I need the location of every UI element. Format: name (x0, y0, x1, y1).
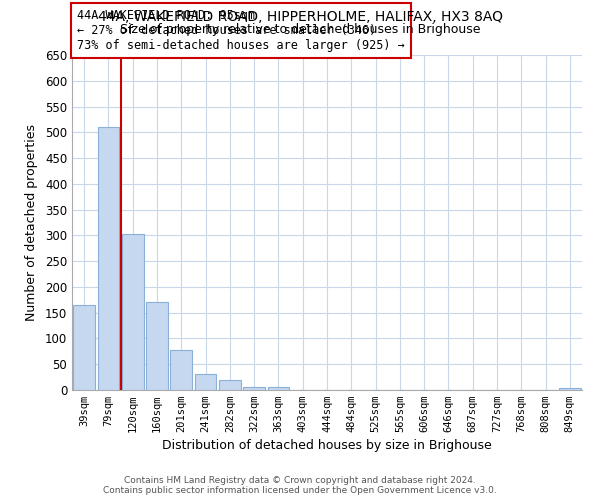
Text: 44A, WAKEFIELD ROAD, HIPPERHOLME, HALIFAX, HX3 8AQ: 44A, WAKEFIELD ROAD, HIPPERHOLME, HALIFA… (97, 10, 503, 24)
Bar (97, 127, 119, 390)
Bar (170, 350, 192, 390)
Bar (559, 388, 581, 390)
Bar (122, 234, 143, 390)
Bar (268, 388, 289, 390)
X-axis label: Distribution of detached houses by size in Brighouse: Distribution of detached houses by size … (162, 440, 492, 452)
Bar (243, 388, 265, 390)
Text: Contains HM Land Registry data © Crown copyright and database right 2024.
Contai: Contains HM Land Registry data © Crown c… (103, 476, 497, 495)
Bar (73, 305, 95, 390)
Bar (219, 380, 241, 390)
Bar (194, 374, 217, 390)
Text: Size of property relative to detached houses in Brighouse: Size of property relative to detached ho… (120, 22, 480, 36)
Bar (146, 302, 168, 390)
Text: 44A WAKEFIELD ROAD: 95sqm
← 27% of detached houses are smaller (346)
73% of semi: 44A WAKEFIELD ROAD: 95sqm ← 27% of detac… (77, 8, 405, 52)
Y-axis label: Number of detached properties: Number of detached properties (25, 124, 38, 321)
